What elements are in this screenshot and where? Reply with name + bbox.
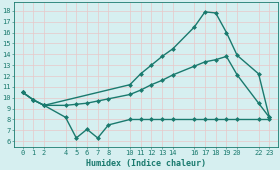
X-axis label: Humidex (Indice chaleur): Humidex (Indice chaleur) [86, 159, 206, 168]
